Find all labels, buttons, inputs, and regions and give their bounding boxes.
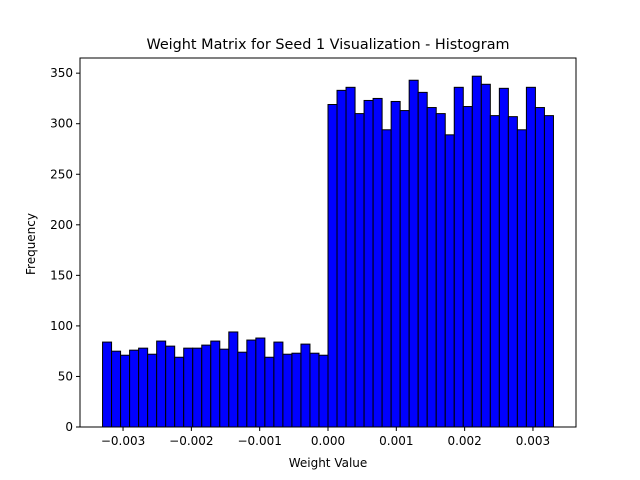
histogram-bar <box>417 91 428 428</box>
histogram-bar <box>471 75 482 428</box>
histogram-bar <box>453 86 464 428</box>
histogram-bar <box>381 129 392 428</box>
histogram-bar <box>174 356 185 428</box>
histogram-bar <box>318 354 329 428</box>
histogram-bar <box>336 89 347 428</box>
histogram-bar <box>444 134 455 428</box>
y-tick-label: 350 <box>50 66 73 80</box>
x-tick-label: −0.003 <box>101 434 145 448</box>
histogram-bar <box>426 107 437 428</box>
histogram-bar <box>309 352 320 428</box>
y-tick-label: 300 <box>50 117 73 131</box>
x-tick-label: 0.001 <box>379 434 413 448</box>
histogram-bar <box>102 341 113 428</box>
histogram-bar <box>120 354 131 428</box>
histogram-bar <box>516 129 527 428</box>
histogram-bar <box>534 107 545 428</box>
y-tick-label: 100 <box>50 319 73 333</box>
histogram-bar <box>507 116 518 428</box>
histogram-bar <box>291 352 302 428</box>
histogram-bar <box>165 345 176 428</box>
histogram-bar <box>390 100 401 428</box>
histogram-bar <box>111 350 122 428</box>
histogram-bar <box>228 331 239 428</box>
x-tick-label: 0.000 <box>311 434 345 448</box>
histogram-bar <box>300 343 311 428</box>
x-tick-label: 0.003 <box>516 434 550 448</box>
histogram-bar <box>543 115 554 428</box>
histogram-bar <box>237 351 248 428</box>
histogram-bar <box>183 347 194 428</box>
x-axis-ticks: −0.003 −0.002 −0.001 0.000 0.001 0.002 0.003 <box>101 427 550 448</box>
histogram-bar <box>489 115 500 428</box>
histogram-bar <box>147 353 158 428</box>
histogram-bar <box>363 99 374 428</box>
histogram-bar <box>480 83 491 428</box>
histogram-bar <box>408 79 419 428</box>
y-tick-label: 0 <box>65 420 73 434</box>
histogram-bar <box>246 339 257 428</box>
y-tick-label: 250 <box>50 167 73 181</box>
histogram-bar <box>372 97 383 428</box>
y-axis-ticks: 0 50 100 150 200 250 300 350 <box>50 66 80 434</box>
x-tick-label: 0.002 <box>447 434 481 448</box>
histogram-bar <box>201 344 212 428</box>
histogram-bar <box>219 348 230 428</box>
histogram-bar <box>462 106 473 428</box>
histogram-bar <box>156 340 167 428</box>
chart-title: Weight Matrix for Seed 1 Visualization -… <box>146 37 509 53</box>
y-tick-label: 200 <box>50 218 73 232</box>
histogram-bar <box>399 110 410 428</box>
plot-frame <box>79 57 577 428</box>
x-axis-label: Weight Value <box>289 456 368 470</box>
histogram-bar <box>255 337 266 428</box>
histogram-bars <box>102 75 554 428</box>
y-tick-label: 150 <box>50 268 73 282</box>
histogram-bar <box>273 341 284 428</box>
histogram-bar <box>264 356 275 428</box>
histogram-bar <box>435 113 446 428</box>
histogram-bar <box>345 86 356 428</box>
x-tick-label: −0.002 <box>169 434 213 448</box>
y-axis-label: Frequency <box>24 213 38 275</box>
histogram-bar <box>282 353 293 428</box>
histogram-bar <box>498 87 509 428</box>
histogram-bar <box>138 347 149 428</box>
histogram-bar <box>354 113 365 428</box>
histogram-bar <box>327 104 338 428</box>
histogram-bar <box>192 347 203 428</box>
y-tick-label: 50 <box>58 369 73 383</box>
histogram-bar <box>129 349 140 428</box>
x-tick-label: −0.001 <box>237 434 281 448</box>
histogram-bar <box>210 340 221 428</box>
histogram-bar <box>525 86 536 428</box>
